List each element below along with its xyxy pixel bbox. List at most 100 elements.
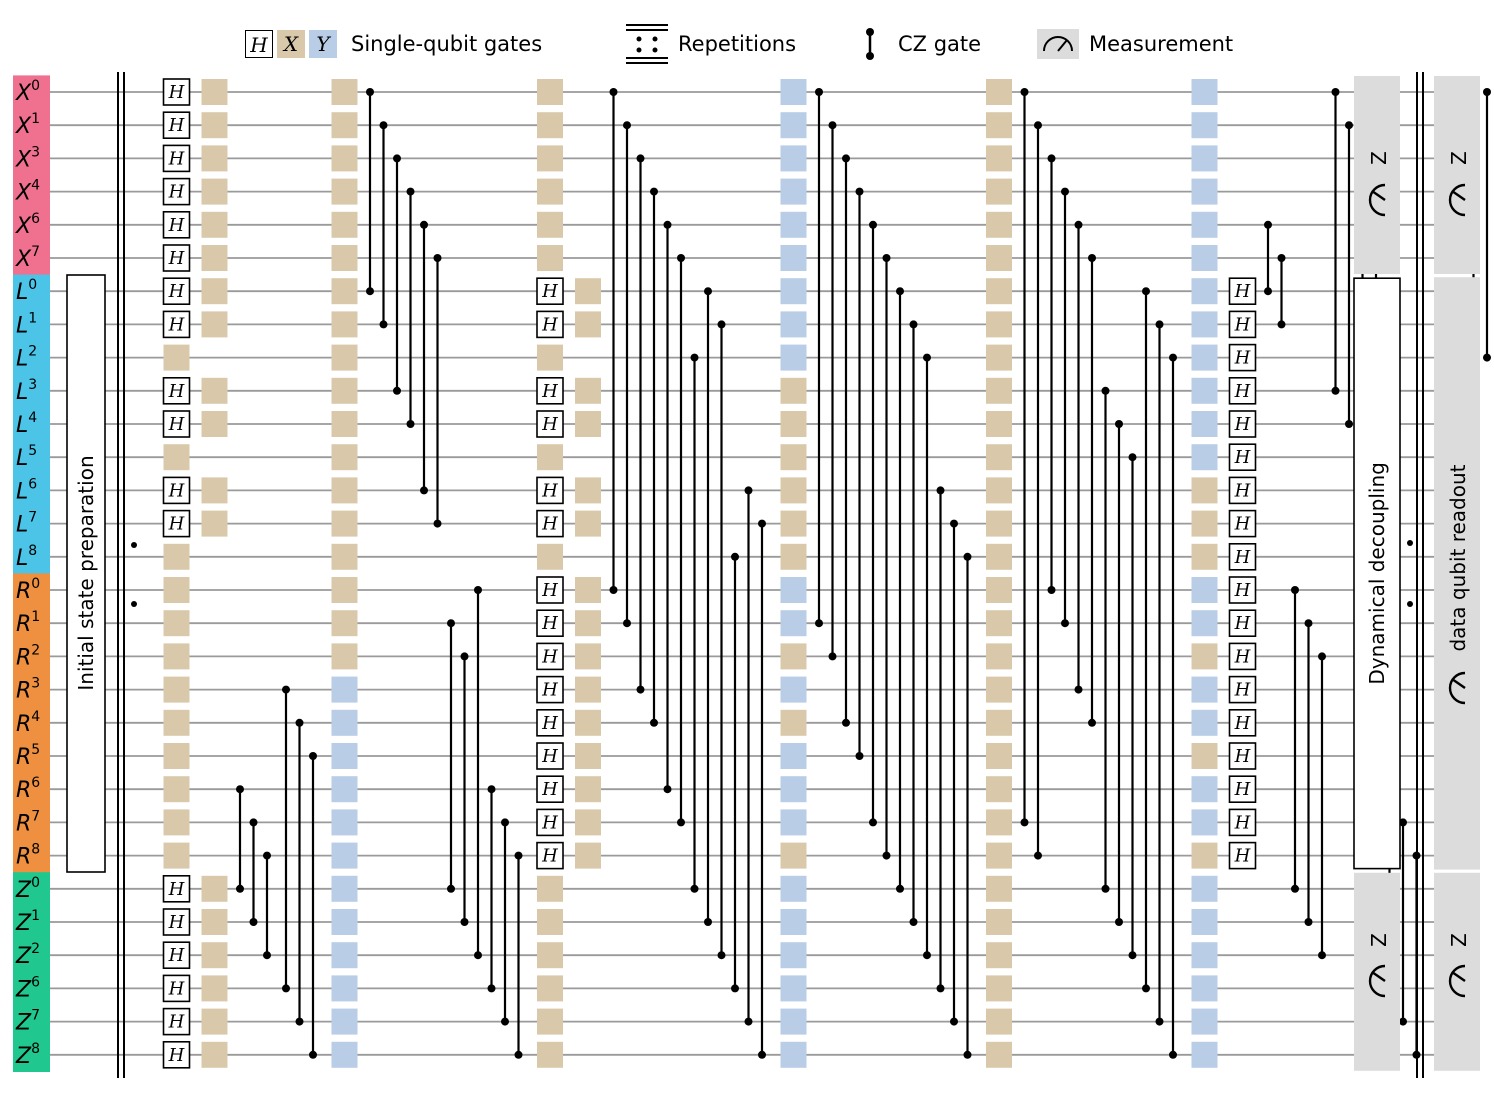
- x-gate: [163, 444, 190, 471]
- x-gate: [331, 278, 358, 305]
- cz-target: [1169, 1050, 1177, 1059]
- y-gate: [331, 875, 358, 902]
- h-gate-label: H: [1234, 713, 1251, 734]
- qubit-label: L7: [16, 510, 37, 538]
- h-gate-label: H: [168, 215, 185, 236]
- x-gate: [780, 543, 807, 570]
- cz-target: [1345, 420, 1353, 428]
- y-gate: [1191, 245, 1218, 271]
- measurement-icon: [1448, 183, 1466, 217]
- h-gate: [1228, 376, 1257, 405]
- cz-target: [704, 918, 712, 926]
- cz-control: [282, 685, 290, 694]
- cz-control: [447, 619, 455, 628]
- x-gate: [986, 842, 1012, 869]
- x-gate: [163, 610, 190, 637]
- dynamical-decoupling-block: [1353, 277, 1401, 870]
- cz-target: [487, 984, 496, 993]
- cz-target: [663, 785, 672, 794]
- cz-control: [950, 519, 958, 528]
- x-gate: [537, 245, 563, 271]
- x-gate: [537, 344, 563, 371]
- h-gate-label: H: [541, 812, 558, 833]
- qubit-label: Z0: [15, 875, 40, 903]
- cz-target: [650, 718, 658, 727]
- legend-measurement-label: Measurement: [1089, 32, 1234, 56]
- x-gate: [163, 743, 190, 769]
- h-gate: [536, 808, 564, 837]
- cz-control: [690, 353, 699, 362]
- x-gate: [331, 145, 358, 172]
- y-gate: [331, 776, 358, 803]
- qubit-label-background: [13, 507, 50, 541]
- qubit-label-background: [13, 706, 50, 740]
- y-gate: [780, 942, 807, 969]
- cz-control: [923, 353, 931, 362]
- h-gate-label: H: [168, 281, 185, 302]
- cz-control: [1047, 154, 1056, 163]
- cz-target: [1277, 320, 1286, 329]
- cz-control: [636, 154, 645, 163]
- x-gate: [986, 809, 1012, 836]
- x-gate: [537, 444, 563, 471]
- x-gate: [331, 211, 358, 238]
- y-gate: [1191, 942, 1218, 969]
- cz-control: [963, 552, 972, 561]
- x-gate: [201, 1008, 228, 1035]
- legend-repetitions: Repetitions: [626, 24, 796, 64]
- x-gate: [986, 510, 1012, 537]
- cz-target: [249, 918, 258, 926]
- y-gate: [780, 311, 807, 338]
- x-gate: [986, 676, 1012, 703]
- h-gate-label: H: [541, 281, 558, 302]
- measurement-icon: [1037, 29, 1079, 59]
- x-gate: [201, 942, 228, 969]
- x-gate: [163, 676, 190, 703]
- qubit-label-background: [13, 1005, 50, 1039]
- x-gate: [201, 909, 228, 935]
- measurement-icon: [1448, 964, 1466, 998]
- h-gate-label: H: [1234, 514, 1251, 535]
- x-gate: [201, 377, 228, 404]
- cz-target: [309, 1050, 317, 1059]
- cz-control: [936, 486, 945, 495]
- cz-target: [815, 619, 823, 628]
- cz-control: [1345, 121, 1353, 130]
- x-ancilla-measurement: [1354, 76, 1400, 274]
- cz-target: [1304, 918, 1313, 926]
- h-gate-label: H: [541, 713, 558, 734]
- x-gate: [986, 377, 1012, 404]
- y-gate: [780, 676, 807, 703]
- cz-control: [263, 851, 271, 860]
- h-gate: [536, 775, 564, 804]
- h-gate-label: H: [1234, 414, 1251, 435]
- qubit-label-background: [13, 440, 50, 475]
- h-gate-label: H: [541, 746, 558, 767]
- x-gate: [331, 610, 358, 637]
- x-gate: [201, 1041, 228, 1068]
- y-gate: [331, 743, 358, 769]
- cz-target: [869, 818, 877, 827]
- x-gate: [986, 709, 1012, 736]
- cz-target: [1115, 918, 1123, 926]
- y-gate: [1191, 311, 1218, 338]
- h-gate-label: H: [541, 414, 558, 435]
- cz-control: [1399, 818, 1407, 827]
- h-gate: [536, 576, 564, 604]
- cz-control: [717, 320, 726, 329]
- y-gate: [1191, 975, 1218, 1002]
- repetition-dot: [1407, 540, 1413, 546]
- cz-control: [1155, 320, 1164, 329]
- x-gate: [986, 1008, 1012, 1035]
- x-gate: [575, 477, 601, 504]
- h-gate-label: H: [168, 381, 185, 402]
- measure-basis-label: Z: [1447, 151, 1471, 165]
- y-gate: [780, 245, 807, 271]
- y-gate: [780, 610, 807, 637]
- cz-target: [1155, 1017, 1164, 1026]
- qubit-label: X0: [15, 78, 40, 106]
- cz-control: [828, 121, 837, 130]
- x-gate: [331, 577, 358, 603]
- y-gate: [1191, 145, 1218, 172]
